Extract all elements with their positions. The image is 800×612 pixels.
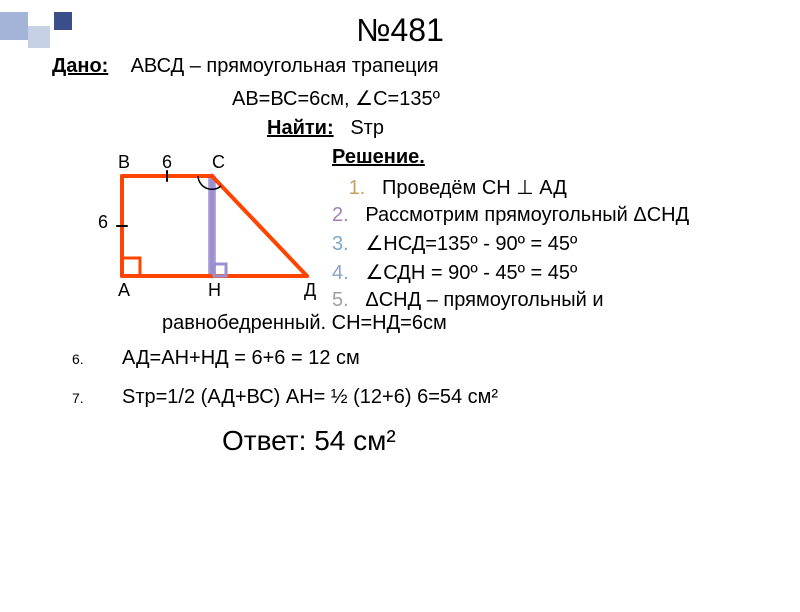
label-B: В (118, 152, 130, 173)
step-7: 7. Sтр=1/2 (АД+ВС) АН= ½ (12+6) 6=54 см² (52, 386, 760, 409)
given-line: Дано: АВСД – прямоугольная трапеция (52, 55, 760, 78)
step-3: 3. ∠НСД=135º - 90º = 45º (332, 231, 689, 256)
label-six-left: 6 (98, 212, 108, 233)
label-H: Н (208, 280, 221, 301)
given-text: АВСД – прямоугольная трапеция (131, 55, 439, 77)
solution-block: Решение. 1. Проведём СН ⊥ АД 2. Рассмотр… (332, 146, 689, 316)
step-2: 2. Рассмотрим прямоугольный ΔСНД (332, 204, 689, 227)
corner-square-1 (0, 12, 28, 40)
answer: Ответ: 54 см² (222, 425, 760, 457)
problem-number: №481 (0, 12, 800, 49)
label-six-top: 6 (162, 152, 172, 173)
find-label: Найти: (267, 117, 334, 139)
corner-square-2 (28, 26, 50, 48)
corner-square-3 (54, 12, 72, 30)
step-4: 4. ∠СДН = 90º - 45º = 45º (332, 260, 689, 285)
find-line: Найти: Sтр (267, 117, 760, 140)
label-A: А (118, 280, 130, 301)
trapezoid-diagram: В 6 С 6 А Н Д (82, 146, 322, 306)
find-text: Sтр (350, 117, 384, 139)
solution-title: Решение. (332, 146, 689, 169)
condition-line: АВ=ВС=6см, ∠С=135º (232, 86, 760, 111)
step-1: 1. Проведём СН ⊥ АД (332, 175, 689, 200)
given-label: Дано: (52, 55, 108, 77)
label-C: С (212, 152, 225, 173)
label-D: Д (304, 280, 316, 301)
step-6: 6. АД=АН+НД = 6+6 = 12 см (52, 347, 760, 370)
step-5: 5. ΔСНД – прямоугольный и (332, 289, 689, 312)
